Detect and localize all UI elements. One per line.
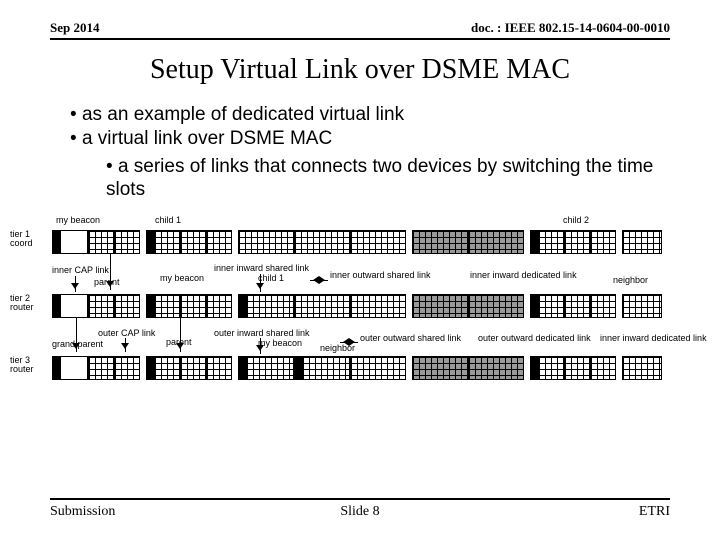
t1-g4 <box>180 230 206 254</box>
label-inner-inward-dedicated: inner inward dedicated link <box>470 271 577 280</box>
t1-g12 <box>564 230 590 254</box>
label-inner-outward-shared: inner outward shared link <box>330 271 431 280</box>
header-date: Sep 2014 <box>50 20 99 36</box>
arrow-gp <box>76 318 77 352</box>
arrow-ios <box>310 276 328 286</box>
tier1-row <box>52 230 710 254</box>
t2-g11 <box>538 294 564 318</box>
t1-cap <box>60 230 88 254</box>
t3-b3 <box>238 356 246 380</box>
header-doc: doc. : IEEE 802.15-14-0604-00-0010 <box>471 20 670 36</box>
t2-g12 <box>564 294 590 318</box>
t3-g14 <box>622 356 662 380</box>
label-child1b: child 1 <box>258 274 284 283</box>
t1-g9 <box>412 230 468 254</box>
arrow-p2 <box>180 318 181 352</box>
t3-g2 <box>114 356 140 380</box>
tier1-label: tier 1coord <box>10 230 48 249</box>
t2-g8 <box>350 294 406 318</box>
footer-slide: Slide 8 <box>50 504 670 520</box>
t2-cap <box>60 294 88 318</box>
tier3-row <box>52 356 710 380</box>
t2-g7 <box>294 294 350 318</box>
tier3-label: tier 3router <box>10 356 48 375</box>
t1-g3 <box>154 230 180 254</box>
t2-b3 <box>238 294 246 318</box>
label-outer-outward-dedicated: outer outward dedicated link <box>478 334 591 343</box>
t2-b1 <box>52 294 60 318</box>
t1-g1 <box>88 230 114 254</box>
t3-b4 <box>294 356 302 380</box>
subbullet-1: a series of links that connects two devi… <box>106 156 670 202</box>
label-outer-outward-shared: outer outward shared link <box>360 334 461 343</box>
t2-g6 <box>246 294 294 318</box>
t3-g13 <box>590 356 616 380</box>
t3-g5 <box>206 356 232 380</box>
t3-cap <box>60 356 88 380</box>
t3-g3 <box>154 356 180 380</box>
t1-g11 <box>538 230 564 254</box>
label-outer-inward-shared: outer inward shared link <box>214 329 310 338</box>
t2-g10 <box>468 294 524 318</box>
t1-g13 <box>590 230 616 254</box>
page-title: Setup Virtual Link over DSME MAC <box>0 54 720 86</box>
t2-g3 <box>154 294 180 318</box>
t2-g14 <box>622 294 662 318</box>
label-neighbor: neighbor <box>613 276 648 285</box>
tier2-row <box>52 294 710 318</box>
label-outer-cap: outer CAP link <box>98 329 155 338</box>
t1-b3 <box>530 230 538 254</box>
t1-g5 <box>206 230 232 254</box>
t2-b4 <box>530 294 538 318</box>
t3-g1 <box>88 356 114 380</box>
t1-g6 <box>238 230 294 254</box>
t2-g4 <box>180 294 206 318</box>
label-inner-cap: inner CAP link <box>52 266 109 275</box>
footer: Slide 8 Submission ETRI <box>50 498 670 520</box>
t3-g7 <box>302 356 350 380</box>
label-child2: child 2 <box>563 216 589 225</box>
tier2-label: tier 2router <box>10 294 48 313</box>
dsme-diagram: my beacon child 1 child 2 tier 1coord in… <box>10 216 710 436</box>
t2-b2 <box>146 294 154 318</box>
label-my-beacon: my beacon <box>56 216 100 225</box>
t1-b2 <box>146 230 154 254</box>
t3-g8 <box>350 356 406 380</box>
t1-g8 <box>350 230 406 254</box>
t3-g4 <box>180 356 206 380</box>
t3-b5 <box>530 356 538 380</box>
t3-g11 <box>538 356 564 380</box>
t1-g2 <box>114 230 140 254</box>
bullet-2: a virtual link over DSME MAC <box>70 128 670 150</box>
arrow-inner-cap <box>75 276 76 292</box>
arrow-parent <box>110 254 111 290</box>
t3-g12 <box>564 356 590 380</box>
t2-g2 <box>114 294 140 318</box>
t1-g14 <box>622 230 662 254</box>
label-inner-inward-shared: inner inward shared link <box>214 264 309 273</box>
t2-g13 <box>590 294 616 318</box>
arrow-outer-cap <box>125 338 126 352</box>
footer-rule <box>50 498 670 500</box>
t3-g6 <box>246 356 294 380</box>
t2-g9 <box>412 294 468 318</box>
t3-g9 <box>412 356 468 380</box>
t1-g10 <box>468 230 524 254</box>
arrow-oos <box>340 338 358 348</box>
header-rule <box>50 38 670 40</box>
label-my-beacon2: my beacon <box>160 274 204 283</box>
t3-b2 <box>146 356 154 380</box>
label-my-beacon3: my beacon <box>258 339 302 348</box>
bullet-1: as an example of dedicated virtual link <box>70 104 670 126</box>
t1-beacon <box>52 230 60 254</box>
t2-g5 <box>206 294 232 318</box>
label-inner-inward-dedicated2: inner inward dedicated link <box>600 334 707 343</box>
bullet-list: as an example of dedicated virtual link … <box>70 104 670 202</box>
t3-g10 <box>468 356 524 380</box>
label-child1: child 1 <box>155 216 181 225</box>
t3-b1 <box>52 356 60 380</box>
t1-g7 <box>294 230 350 254</box>
t2-g1 <box>88 294 114 318</box>
